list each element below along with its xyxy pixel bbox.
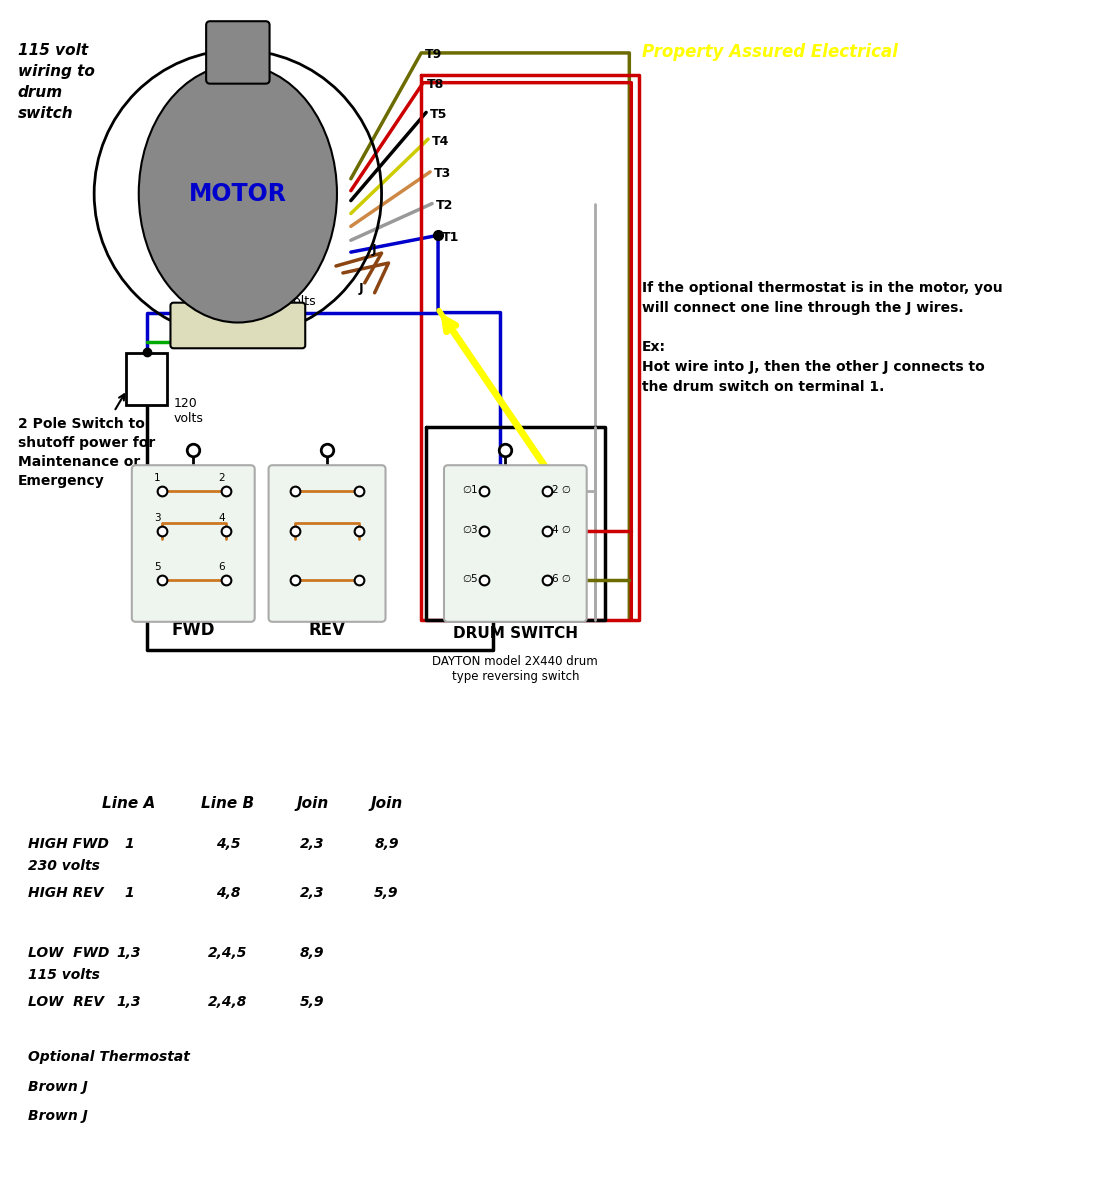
Text: 5,9: 5,9 (374, 887, 399, 900)
Text: will connect one line through the J wires.: will connect one line through the J wire… (642, 301, 964, 314)
Text: 1: 1 (154, 473, 161, 484)
Text: J: J (372, 242, 376, 256)
Text: 115 volt
wiring to
drum
switch: 115 volt wiring to drum switch (18, 43, 95, 121)
Text: 6 ∅: 6 ∅ (551, 574, 571, 584)
FancyBboxPatch shape (170, 302, 305, 348)
Text: Line A: Line A (102, 796, 155, 811)
Text: 2,4,8: 2,4,8 (208, 995, 248, 1009)
Text: Hot wire into J, then the other J connects to: Hot wire into J, then the other J connec… (642, 360, 984, 374)
Text: 2,4,5: 2,4,5 (208, 946, 248, 960)
Text: Brown J: Brown J (28, 1080, 88, 1093)
Text: ∅1: ∅1 (462, 485, 477, 494)
Text: T8: T8 (427, 78, 444, 91)
Text: 4,8: 4,8 (216, 887, 240, 900)
Text: 230 volts: 230 volts (28, 858, 100, 872)
Text: HIGH REV: HIGH REV (28, 887, 103, 900)
Text: If the optional thermostat is in the motor, you: If the optional thermostat is in the mot… (642, 281, 1003, 295)
Text: LOW  FWD: LOW FWD (28, 946, 109, 960)
Text: 8,9: 8,9 (300, 946, 324, 960)
Text: J: J (359, 282, 363, 295)
Text: 6: 6 (219, 563, 225, 572)
Text: the drum switch on terminal 1.: the drum switch on terminal 1. (642, 380, 884, 394)
Text: T9: T9 (426, 48, 442, 61)
Text: Ex:: Ex: (642, 341, 667, 354)
Text: 5,9: 5,9 (300, 995, 324, 1009)
Text: 120 volts: 120 volts (257, 295, 316, 307)
Text: 115 volts: 115 volts (28, 967, 100, 982)
FancyBboxPatch shape (125, 353, 167, 404)
Text: 1: 1 (124, 887, 134, 900)
Text: 8,9: 8,9 (374, 836, 399, 851)
Text: DRUM SWITCH: DRUM SWITCH (453, 625, 578, 641)
Text: 1,3: 1,3 (117, 946, 141, 960)
Text: MOTOR: MOTOR (189, 181, 287, 205)
Text: FWD: FWD (172, 620, 214, 638)
Text: Line B: Line B (201, 796, 254, 811)
Text: 4: 4 (219, 512, 225, 523)
Text: LOW  REV: LOW REV (28, 995, 103, 1009)
Text: 1,3: 1,3 (117, 995, 141, 1009)
Text: 2 ∅: 2 ∅ (551, 485, 571, 494)
Text: T4: T4 (432, 134, 450, 148)
FancyBboxPatch shape (268, 466, 385, 622)
Text: ∅5: ∅5 (462, 574, 477, 584)
Text: 2 Pole Switch to
shutoff power for
Maintenance or
Emergency: 2 Pole Switch to shutoff power for Maint… (18, 416, 155, 487)
Text: DAYTON model 2X440 drum
type reversing switch: DAYTON model 2X440 drum type reversing s… (432, 655, 598, 684)
Text: T5: T5 (430, 108, 448, 121)
FancyBboxPatch shape (132, 466, 255, 622)
Text: T1: T1 (442, 230, 460, 244)
Text: 2,3: 2,3 (300, 887, 324, 900)
Text: HIGH FWD: HIGH FWD (28, 836, 109, 851)
Text: 120
volts: 120 volts (174, 397, 204, 425)
Text: 4,5: 4,5 (216, 836, 240, 851)
Text: REV: REV (308, 620, 345, 638)
Text: T2: T2 (436, 199, 453, 212)
Text: Join: Join (296, 796, 328, 811)
Text: 2,3: 2,3 (300, 836, 324, 851)
Text: 2: 2 (219, 473, 225, 484)
Text: 3: 3 (154, 512, 161, 523)
Text: ∅3: ∅3 (462, 524, 477, 535)
Text: Join: Join (371, 796, 403, 811)
Text: 4 ∅: 4 ∅ (551, 524, 571, 535)
Text: 5: 5 (154, 563, 161, 572)
Text: Property Assured Electrical: Property Assured Electrical (642, 43, 899, 61)
FancyBboxPatch shape (206, 22, 270, 84)
Text: T3: T3 (434, 167, 451, 180)
Text: 1: 1 (124, 836, 134, 851)
Text: Optional Thermostat: Optional Thermostat (28, 1050, 189, 1064)
Text: Brown J: Brown J (28, 1109, 88, 1123)
FancyBboxPatch shape (444, 466, 586, 622)
Ellipse shape (139, 65, 337, 323)
